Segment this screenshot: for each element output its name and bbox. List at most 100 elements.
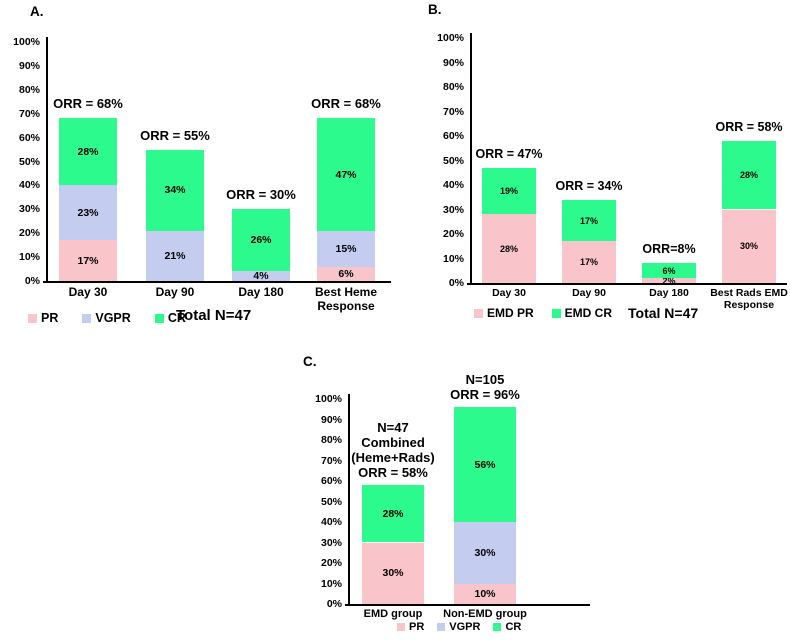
- bar-segment-value-label: 6%: [338, 267, 354, 280]
- chart-legend: PR VGPR CR: [397, 621, 521, 633]
- y-axis-tick-label: 0%: [24, 275, 40, 287]
- y-axis-tick-label: 0%: [448, 277, 464, 289]
- legend-swatch-icon: [397, 623, 405, 631]
- legend-item-cr: CR: [493, 621, 521, 633]
- x-axis-line: [467, 283, 787, 285]
- y-axis-tick-label: 30%: [442, 203, 464, 216]
- bar-annotation: ORR=8%: [594, 241, 744, 257]
- legend-swatch-icon: [82, 313, 92, 323]
- y-axis-tick-label: 50%: [442, 154, 464, 167]
- bar-segment-pr: [317, 266, 375, 281]
- bar-segment-value-label: 15%: [335, 242, 357, 255]
- bar-segment-cr: [317, 118, 375, 231]
- bar-segment-value-label: 17%: [579, 215, 598, 226]
- y-axis-tick-label: 20%: [442, 228, 464, 240]
- total-n-note: Total N=47: [176, 307, 252, 324]
- y-axis-line: [470, 33, 472, 283]
- bar-segment-value-label: 21%: [164, 249, 186, 262]
- bar-segment-vgpr: [59, 185, 117, 241]
- legend-item-emd-cr: EMD CR: [551, 306, 613, 320]
- annotation-line: ORR = 96%: [450, 387, 520, 403]
- legend-item-emd-pr: EMD PR: [474, 306, 534, 320]
- bar-annotation: ORR = 47%: [434, 146, 584, 162]
- y-axis-tick-label: 90%: [18, 59, 40, 72]
- legend-swatch-icon: [154, 313, 164, 323]
- x-axis-category-label: Day 90: [572, 287, 606, 299]
- y-axis-tick-label: 80%: [320, 434, 342, 446]
- y-axis-tick-label: 80%: [442, 81, 464, 93]
- bar-segment-value-label: 6%: [662, 265, 676, 276]
- annotation-line: N=47: [377, 420, 409, 436]
- bar-segment-value-label: 23%: [77, 206, 99, 219]
- bar-segment-value-label: 19%: [499, 186, 518, 197]
- chart-legend: EMD PR EMD CR: [474, 306, 612, 320]
- y-axis-tick-label: 10%: [442, 252, 464, 265]
- x-axis-category-label: Day 180: [649, 287, 689, 299]
- bar-segment-pr: [59, 240, 117, 281]
- y-axis-tick-label: 70%: [18, 107, 40, 120]
- x-axis-category-label: Day 30: [68, 285, 108, 299]
- y-axis-tick-label: 40%: [18, 179, 40, 192]
- bar-segment-value-label: 28%: [739, 170, 758, 181]
- legend-swatch-icon: [28, 313, 37, 323]
- bar-segment-cr: [146, 149, 204, 231]
- x-axis-category-label: Best Rads EMD Response: [710, 287, 788, 312]
- bar-segment-emd-cr: [722, 140, 776, 210]
- bar-segment-emd-cr: [562, 199, 616, 242]
- bar-segment-value-label: 17%: [579, 257, 598, 268]
- legend-label: PR: [409, 621, 425, 633]
- bar-segment-value-label: 4%: [253, 270, 269, 283]
- bar-segment-value-label: 2%: [662, 275, 676, 286]
- y-axis-tick-label: 40%: [320, 516, 342, 528]
- bar-segment-emd-cr: [642, 263, 696, 279]
- panel-label-a: A.: [30, 4, 44, 19]
- annotation-line: N=105: [465, 372, 505, 388]
- y-axis-line: [348, 394, 350, 604]
- legend-swatch-icon: [493, 623, 502, 631]
- x-axis-line: [43, 281, 391, 283]
- y-axis-tick-label: 50%: [18, 155, 40, 168]
- bar-segment-vgpr: [317, 230, 375, 267]
- y-axis-tick-label: 90%: [442, 56, 464, 69]
- annotation-line: ORR=8%: [642, 242, 696, 257]
- y-axis-tick-label: 80%: [18, 83, 40, 96]
- y-axis-tick-label: 10%: [18, 251, 40, 264]
- legend-item-vgpr: VGPR: [82, 311, 131, 325]
- panel-label-c: C.: [303, 354, 317, 369]
- bar-segment-cr: [232, 209, 290, 272]
- legend-swatch-icon: [551, 308, 561, 318]
- annotation-line: ORR = 58%: [358, 465, 428, 481]
- bar-segment-value-label: 30%: [739, 241, 758, 252]
- bar-annotation: ORR = 68%: [271, 95, 421, 112]
- annotation-line: ORR = 68%: [311, 96, 381, 112]
- x-axis-line: [345, 604, 590, 606]
- bar-segment-value-label: 56%: [474, 458, 496, 471]
- bar-segment-vgpr: [232, 271, 290, 281]
- bar-segment-emd-pr: [482, 214, 536, 283]
- bar-segment-value-label: 30%: [474, 546, 496, 559]
- y-axis-tick-label: 60%: [18, 131, 40, 144]
- bar-annotation: N=105 ORR = 96%: [410, 372, 560, 402]
- y-axis-tick-label: 30%: [320, 536, 342, 549]
- annotation-line: ORR = 47%: [475, 146, 543, 161]
- total-n-note: Total N=47: [628, 305, 699, 321]
- y-axis-tick-label: 90%: [320, 413, 342, 426]
- bar-annotation: ORR = 68%: [13, 95, 163, 112]
- annotation-line: Combined: [361, 435, 425, 451]
- legend-label: VGPR: [95, 311, 131, 325]
- legend-swatch-icon: [437, 623, 446, 631]
- x-axis-category-label: EMD group: [363, 608, 423, 620]
- legend-label: EMD PR: [487, 306, 534, 320]
- bar-segment-emd-pr: [562, 241, 616, 283]
- x-axis-category-label: Non-EMD group: [443, 608, 527, 620]
- legend-label: CR: [505, 621, 522, 633]
- y-axis-tick-label: 0%: [326, 598, 342, 610]
- bar-annotation: ORR = 55%: [100, 127, 250, 144]
- y-axis-tick-label: 30%: [18, 203, 40, 216]
- y-axis-tick-label: 70%: [442, 105, 464, 118]
- legend-label: EMD CR: [564, 306, 613, 320]
- y-axis-tick-label: 40%: [442, 179, 464, 191]
- annotation-line: ORR = 58%: [715, 119, 783, 134]
- y-axis-tick-label: 70%: [320, 454, 342, 467]
